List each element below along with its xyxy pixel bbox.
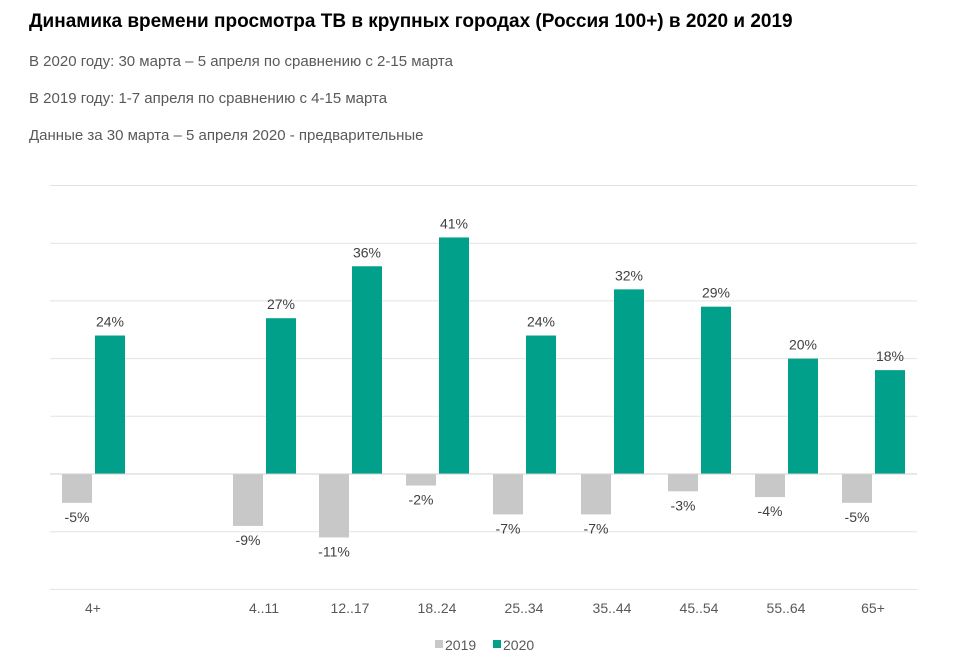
data-label-2019-25..34: -7% (496, 520, 521, 536)
bar-2019-18..24 (406, 474, 436, 486)
data-label-2020-25..34: 24% (527, 314, 555, 330)
bar-2020-25..34 (526, 335, 556, 474)
bar-2020-55..64 (788, 358, 818, 474)
data-label-2019-12..17: -11% (318, 543, 350, 559)
data-label-2020-18..24: 41% (440, 215, 468, 231)
data-label-2020-65+: 18% (876, 348, 904, 364)
x-tick-55..64: 55..64 (767, 600, 806, 616)
subtitle-2019-period: В 2019 году: 1-7 апреля по сравнению с 4… (29, 90, 388, 107)
x-tick-12..17: 12..17 (331, 600, 370, 616)
bar-2019-25..34 (493, 474, 523, 515)
bar-2019-45..54 (668, 474, 698, 492)
data-label-2019-18..24: -2% (409, 492, 434, 508)
bar-2020-12..17 (352, 266, 382, 474)
bar-2019-35..44 (581, 474, 611, 515)
x-tick-4..11: 4..11 (249, 600, 279, 616)
data-labels: -5% -9% -11% -2% -7% -7% -3% -4% -5% 24% 27% 36% 41%… (65, 215, 904, 559)
data-label-2020-55..64: 20% (789, 337, 817, 353)
legend-label-2020: 2020 (503, 637, 534, 653)
bar-2020-65+ (875, 370, 905, 474)
data-label-2020-12..17: 36% (353, 244, 381, 260)
legend-swatch-2019 (435, 640, 443, 648)
bar-2019-65+ (842, 474, 872, 503)
bar-2019-12..17 (319, 474, 349, 538)
subtitle-2020-period: В 2020 году: 30 марта – 5 апреля по срав… (29, 53, 453, 70)
data-label-2019-4..11: -9% (236, 532, 261, 548)
x-tick-65+: 65+ (861, 600, 885, 616)
bar-2020-45..54 (701, 306, 731, 474)
data-label-2019-55..64: -4% (758, 503, 783, 519)
bar-2020-4+ (95, 335, 125, 474)
data-label-2020-45..54: 29% (702, 285, 730, 301)
x-tick-4+: 4+ (85, 600, 101, 616)
legend-label-2019: 2019 (445, 637, 476, 653)
bar-2019-4..11 (233, 474, 263, 526)
data-label-2019-4+: -5% (65, 509, 90, 525)
legend: 2019 2020 (435, 637, 534, 653)
x-tick-25..34: 25..34 (505, 600, 544, 616)
legend-swatch-2020 (493, 640, 501, 648)
x-tick-35..44: 35..44 (593, 600, 632, 616)
subtitle-preliminary-note: Данные за 30 марта – 5 апреля 2020 - пре… (29, 127, 424, 144)
data-label-2020-4+: 24% (96, 314, 124, 330)
data-label-2019-65+: -5% (845, 509, 870, 525)
data-label-2019-45..54: -3% (671, 497, 696, 513)
data-label-2020-35..44: 32% (615, 267, 643, 283)
bar-2019-55..64 (755, 474, 785, 498)
bar-2020-18..24 (439, 237, 469, 474)
bar-2019-4+ (62, 474, 92, 503)
bar-2020-4..11 (266, 318, 296, 474)
data-label-2019-35..44: -7% (584, 520, 609, 536)
x-tick-labels: 4+ 4..11 12..17 18..24 25..34 35..44 45..54 55.… (85, 600, 885, 616)
x-tick-18..24: 18..24 (418, 600, 457, 616)
data-label-2020-4..11: 27% (267, 296, 295, 312)
x-tick-45..54: 45..54 (680, 600, 719, 616)
gridlines (50, 185, 917, 590)
bar-2020-35..44 (614, 289, 644, 474)
chart-title: Динамика времени просмотра ТВ в крупных … (29, 11, 793, 32)
bars (62, 237, 905, 538)
